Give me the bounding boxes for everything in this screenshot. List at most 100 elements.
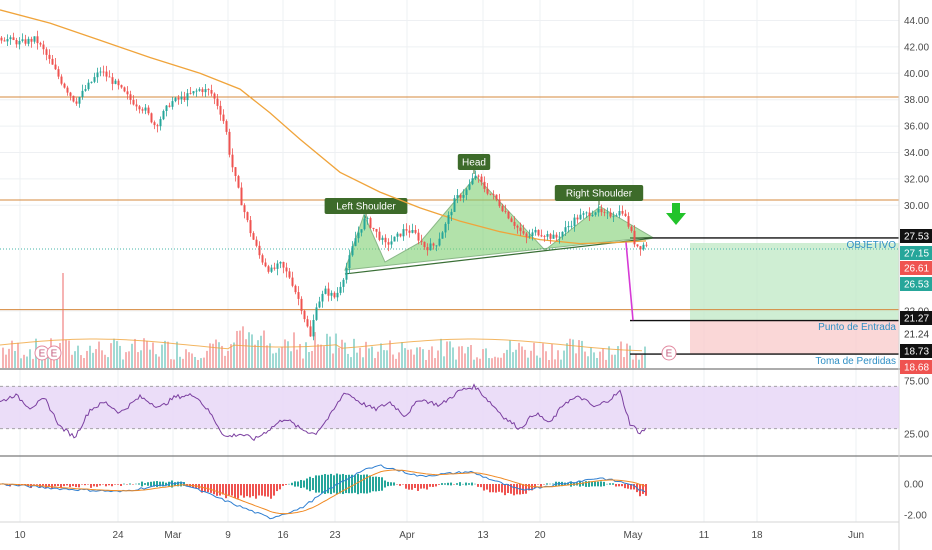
candle-body bbox=[216, 98, 219, 106]
volume-bar bbox=[527, 357, 529, 368]
macd-histogram-bar bbox=[90, 484, 92, 488]
candle-body bbox=[252, 233, 255, 240]
candle-body bbox=[486, 188, 489, 194]
candle-body bbox=[417, 232, 420, 241]
macd-histogram-bar bbox=[327, 474, 329, 494]
volume-bar bbox=[68, 340, 70, 368]
macd-histogram-bar bbox=[372, 476, 374, 492]
candle-body bbox=[405, 229, 408, 231]
volume-bar bbox=[374, 358, 376, 368]
macd-histogram-bar bbox=[153, 481, 155, 487]
candle-body bbox=[516, 225, 519, 228]
macd-histogram-bar bbox=[399, 484, 401, 486]
candle-body bbox=[390, 241, 393, 245]
candle-body bbox=[105, 71, 108, 77]
macd-histogram-bar bbox=[24, 484, 26, 485]
volume-bar bbox=[569, 338, 571, 368]
candle-body bbox=[111, 77, 114, 84]
macd-histogram-bar bbox=[477, 484, 479, 487]
macd-histogram-bar bbox=[132, 484, 134, 485]
macd-histogram-bar bbox=[264, 484, 266, 497]
candle-body bbox=[423, 241, 426, 248]
candle-body bbox=[414, 230, 417, 233]
candle-body bbox=[264, 262, 267, 267]
macd-histogram-bar bbox=[270, 484, 272, 499]
macd-histogram-bar bbox=[228, 484, 230, 496]
macd-histogram-bar bbox=[156, 481, 158, 487]
macd-histogram-bar bbox=[177, 481, 179, 487]
volume-bar bbox=[101, 350, 103, 368]
candle-body bbox=[609, 212, 612, 217]
volume-bar bbox=[98, 341, 100, 368]
candle-body bbox=[384, 237, 387, 243]
macd-histogram-bar bbox=[48, 484, 50, 487]
candle-body bbox=[237, 176, 240, 188]
volume-bar bbox=[485, 348, 487, 368]
macd-histogram-bar bbox=[633, 484, 635, 490]
candle-body bbox=[450, 211, 453, 216]
earnings-marker-icon bbox=[46, 345, 62, 361]
volume-bar bbox=[641, 355, 643, 368]
candle-body bbox=[189, 93, 192, 94]
volume-bar bbox=[617, 346, 619, 368]
volume-bar bbox=[626, 343, 628, 368]
macd-histogram-bar bbox=[135, 483, 137, 485]
candle-body bbox=[42, 44, 45, 50]
volume-bar bbox=[122, 359, 124, 368]
volume-bar bbox=[530, 350, 532, 368]
target-label: OBJETIVO bbox=[847, 240, 897, 251]
macd-histogram-bar bbox=[429, 484, 431, 487]
volume-bar bbox=[266, 345, 268, 368]
macd-histogram-bar bbox=[630, 484, 632, 490]
earnings-marker-letter: E bbox=[51, 349, 58, 360]
macd-histogram-bar bbox=[120, 484, 122, 487]
volume-bar bbox=[395, 358, 397, 368]
candle-body bbox=[222, 114, 225, 122]
candle-body bbox=[348, 255, 351, 269]
volume-bar bbox=[332, 353, 334, 368]
volume-bar bbox=[65, 339, 67, 368]
macd-histogram-bar bbox=[435, 484, 437, 487]
volume-bar bbox=[131, 343, 133, 368]
volume-bar bbox=[209, 343, 211, 368]
macd-histogram-bar bbox=[150, 481, 152, 487]
volume-bar bbox=[152, 342, 154, 368]
volume-bar bbox=[11, 340, 13, 368]
volume-bar bbox=[560, 359, 562, 368]
macd-indicator-pane: 0.00 -2.00 bbox=[0, 464, 927, 522]
candle-body bbox=[294, 285, 297, 293]
candle-body bbox=[210, 90, 213, 94]
candle-body bbox=[45, 49, 48, 55]
macd-histogram-bar bbox=[546, 483, 548, 485]
trade-zones: OBJETIVO Punto de Entrada Toma de Perdidas bbox=[690, 240, 899, 367]
macd-histogram-bar bbox=[345, 474, 347, 494]
volume-bar bbox=[290, 351, 292, 368]
volume-bar bbox=[491, 358, 493, 368]
price-tag-value: 26.53 bbox=[904, 280, 929, 291]
volume-bar bbox=[449, 341, 451, 368]
time-axis[interactable]: 10 24 Mar 9 16 23 Apr 13 20 May 11 18 Jun bbox=[14, 530, 864, 541]
candle-body bbox=[36, 36, 39, 44]
macd-histogram-bar bbox=[273, 484, 275, 496]
neckline bbox=[344, 237, 653, 275]
candle-body bbox=[183, 96, 186, 100]
candle-body bbox=[351, 246, 354, 256]
time-tick-label: 10 bbox=[14, 530, 26, 541]
volume-bar bbox=[254, 344, 256, 368]
volume-bar bbox=[110, 343, 112, 368]
macd-histogram-bar bbox=[276, 484, 278, 492]
candle-body bbox=[612, 216, 615, 218]
volume-bar bbox=[89, 345, 91, 368]
volume-bar bbox=[611, 354, 613, 368]
target-zone bbox=[690, 243, 899, 321]
candle-body bbox=[0, 37, 3, 41]
macd-histogram-bar bbox=[627, 484, 629, 489]
macd-histogram-bar bbox=[426, 484, 428, 490]
price-tag-plain bbox=[900, 327, 932, 341]
volume-bar bbox=[263, 330, 265, 368]
volume-bar bbox=[431, 346, 433, 368]
candle-body bbox=[378, 231, 381, 240]
candle-body bbox=[234, 167, 237, 176]
volume-bar bbox=[419, 347, 421, 368]
